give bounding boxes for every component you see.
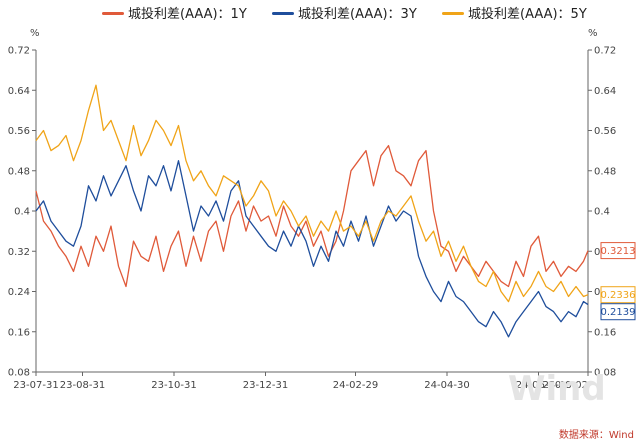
series-line-2 bbox=[35, 160, 589, 338]
series-layer bbox=[35, 84, 589, 338]
left-y-tick-label: 0.08 bbox=[8, 368, 30, 379]
legend-label-1: 城投利差(AAA)：1Y bbox=[128, 6, 247, 22]
right-y-tick-label: 0.08 bbox=[594, 368, 616, 379]
right-axis-unit: % bbox=[588, 28, 598, 39]
end-label-box-2 bbox=[600, 303, 636, 321]
left-y-tick-label: 0.64 bbox=[8, 86, 30, 97]
left-y-tick-label: 0.48 bbox=[8, 166, 30, 177]
right-y-tick-label: 0.16 bbox=[594, 327, 616, 338]
legend-swatch-1 bbox=[102, 12, 124, 15]
left-axis-unit: % bbox=[30, 28, 40, 39]
series-line-3 bbox=[35, 84, 589, 303]
x-tick-label: 23-07-31 bbox=[13, 380, 58, 391]
end-label-1: 0.3213 bbox=[601, 246, 636, 257]
end-label-2: 0.2139 bbox=[601, 307, 636, 318]
x-tick-label: 24-04-30 bbox=[424, 380, 469, 391]
right-y-tick-label: 0.4 bbox=[594, 207, 610, 218]
legend-swatch-2 bbox=[272, 12, 294, 15]
right-y-tick-label: 0.64 bbox=[594, 86, 616, 97]
right-y-tick-label: 0.48 bbox=[594, 166, 616, 177]
axes: 0.080.080.160.160.240.240.320.320.40.40.… bbox=[8, 46, 617, 392]
x-tick-label: 24-08-02 bbox=[543, 380, 588, 391]
end-label-3: 0.2336 bbox=[601, 290, 636, 301]
x-tick-label: 24-06-30 bbox=[516, 380, 561, 391]
wind-watermark: Wind bbox=[508, 369, 606, 409]
left-y-tick-label: 0.24 bbox=[8, 287, 30, 298]
x-tick-label: 23-10-31 bbox=[151, 380, 196, 391]
data-source-note: 数据来源：Wind bbox=[559, 428, 634, 441]
series-line-1 bbox=[35, 144, 589, 288]
right-y-tick-label: 0.56 bbox=[594, 126, 616, 137]
end-label-box-1 bbox=[600, 242, 636, 260]
x-tick-label: 24-02-29 bbox=[333, 380, 378, 391]
legend-label-3: 城投利差(AAA)：5Y bbox=[468, 6, 587, 22]
left-y-tick-label: 0.16 bbox=[8, 327, 30, 338]
left-y-tick-label: 0.32 bbox=[8, 247, 30, 258]
legend: 城投利差(AAA)：1Y 城投利差(AAA)：3Y 城投利差(AAA)：5Y bbox=[102, 6, 587, 22]
legend-swatch-3 bbox=[442, 12, 464, 15]
x-tick-label: 23-08-31 bbox=[60, 380, 105, 391]
x-tick-label: 23-12-31 bbox=[243, 380, 288, 391]
end-labels: 0.3213 0.2336 0.2139 bbox=[600, 242, 636, 321]
left-y-tick-label: 0.4 bbox=[14, 207, 30, 218]
left-y-tick-label: 0.56 bbox=[8, 126, 30, 137]
end-label-box-3 bbox=[600, 286, 636, 304]
left-y-tick-label: 0.72 bbox=[8, 46, 30, 57]
right-y-tick-label: 0.72 bbox=[594, 46, 616, 57]
legend-label-2: 城投利差(AAA)：3Y bbox=[298, 6, 417, 22]
